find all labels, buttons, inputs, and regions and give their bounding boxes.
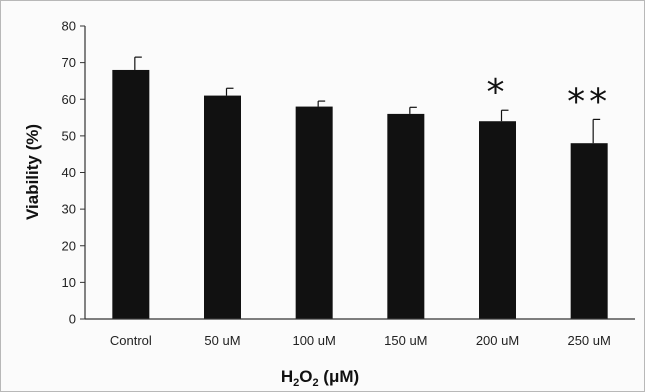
y-tick-label: 10 [62, 275, 76, 290]
x-tick-label-3: 150 uM [384, 333, 427, 348]
y-axis-ticks: 0 10 20 30 40 50 60 70 80 [62, 19, 85, 327]
x-tick-label-5: 250 uM [567, 333, 610, 348]
bar-0 [112, 69, 150, 319]
bar-3 [387, 113, 425, 320]
y-tick-label: 60 [62, 92, 76, 107]
x-tick-label-0: Control [110, 333, 152, 348]
y-tick-label: 30 [62, 202, 76, 217]
y-tick-label: 80 [62, 19, 76, 34]
x-tick-label-1: 50 uM [204, 333, 240, 348]
y-axis-title: Viability (%) [23, 124, 42, 220]
significance-marker-5: ** [567, 81, 611, 122]
bar-4 [479, 121, 516, 319]
y-tick-label: 40 [62, 165, 76, 180]
y-tick-label: 0 [69, 312, 76, 327]
y-tick-label: 70 [62, 55, 76, 70]
x-tick-label-2: 100 uM [292, 333, 335, 348]
y-tick-label: 20 [62, 238, 76, 253]
significance-marker-4: * [487, 72, 509, 113]
x-axis-title: H2O2 (μM) [281, 367, 359, 389]
bar-2 [295, 106, 333, 319]
x-axis-tick-labels: Control 50 uM 100 uM 150 uM 200 uM 250 uM [110, 333, 611, 348]
x-tick-label-4: 200 uM [476, 333, 519, 348]
bars: * ** [112, 56, 611, 320]
bar-1 [204, 95, 241, 320]
y-tick-label: 50 [62, 128, 76, 143]
bar-5 [570, 143, 608, 319]
